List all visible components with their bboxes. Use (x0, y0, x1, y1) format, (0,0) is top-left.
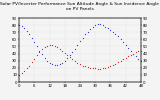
Point (74, 61, 76, 62)
Point (119, 38, 122, 40)
Point (81, 37, 84, 39)
Point (66, 54, 69, 56)
Point (114, 63, 117, 64)
Point (74, 48, 76, 49)
Point (102, 24, 104, 26)
Point (140, 50, 142, 52)
Point (134, 56, 137, 57)
Point (89, 28, 91, 29)
Point (86, 31, 89, 32)
Point (117, 61, 119, 63)
Point (104, 67, 107, 69)
Point (134, 51, 137, 53)
Point (132, 53, 134, 54)
Point (56, 64, 59, 66)
Point (94, 24, 96, 26)
Point (84, 66, 86, 67)
Point (43, 46, 46, 48)
Point (81, 65, 84, 66)
Point (96, 24, 99, 25)
Point (109, 66, 112, 67)
Point (122, 41, 124, 43)
Point (46, 45, 48, 46)
Point (112, 31, 114, 33)
Point (48, 44, 51, 46)
Point (33, 41, 36, 43)
Point (91, 68, 94, 69)
Point (61, 50, 64, 52)
Point (86, 66, 89, 68)
Point (71, 58, 74, 60)
Point (69, 56, 71, 58)
Point (41, 54, 43, 55)
Point (28, 34, 31, 35)
Point (56, 46, 59, 48)
Point (51, 63, 53, 65)
Point (20, 73, 23, 74)
Point (119, 60, 122, 62)
Point (89, 67, 91, 69)
Point (58, 63, 61, 65)
Point (53, 64, 56, 66)
Point (61, 62, 64, 64)
Point (112, 64, 114, 66)
Point (84, 34, 86, 35)
Point (41, 48, 43, 50)
Point (64, 60, 66, 62)
Point (48, 62, 51, 64)
Point (91, 26, 94, 27)
Point (64, 52, 66, 54)
Point (99, 68, 102, 70)
Point (20, 25, 23, 27)
Point (137, 51, 140, 52)
Point (104, 26, 107, 27)
Point (46, 60, 48, 62)
Point (43, 57, 46, 59)
Point (124, 57, 127, 59)
Point (102, 68, 104, 69)
Point (94, 68, 96, 69)
Point (36, 54, 38, 56)
Point (79, 41, 81, 42)
Point (140, 61, 142, 62)
Point (31, 37, 33, 39)
Point (71, 51, 74, 53)
Point (124, 44, 127, 46)
Point (38, 51, 41, 53)
Point (23, 27, 26, 29)
Point (114, 34, 117, 35)
Point (107, 66, 109, 68)
Point (99, 24, 102, 25)
Point (137, 58, 140, 60)
Point (25, 68, 28, 69)
Point (53, 45, 56, 46)
Point (18, 24, 20, 26)
Point (79, 63, 81, 65)
Point (58, 48, 61, 49)
Point (38, 50, 41, 52)
Point (132, 53, 134, 54)
Point (69, 54, 71, 56)
Point (107, 27, 109, 29)
Point (31, 61, 33, 63)
Point (127, 47, 129, 49)
Point (122, 58, 124, 60)
Point (109, 29, 112, 31)
Text: Solar PV/Inverter Performance Sun Altitude Angle & Sun Incidence Angle on PV Pan: Solar PV/Inverter Performance Sun Altitu… (0, 2, 160, 11)
Point (23, 70, 26, 72)
Point (96, 68, 99, 70)
Point (129, 54, 132, 56)
Point (28, 65, 31, 66)
Point (117, 36, 119, 37)
Point (18, 74, 20, 76)
Point (127, 56, 129, 57)
Point (51, 44, 53, 46)
Point (33, 58, 36, 59)
Point (25, 30, 28, 32)
Point (129, 50, 132, 52)
Point (76, 44, 79, 46)
Point (76, 62, 79, 64)
Point (36, 46, 38, 47)
Point (66, 57, 69, 59)
